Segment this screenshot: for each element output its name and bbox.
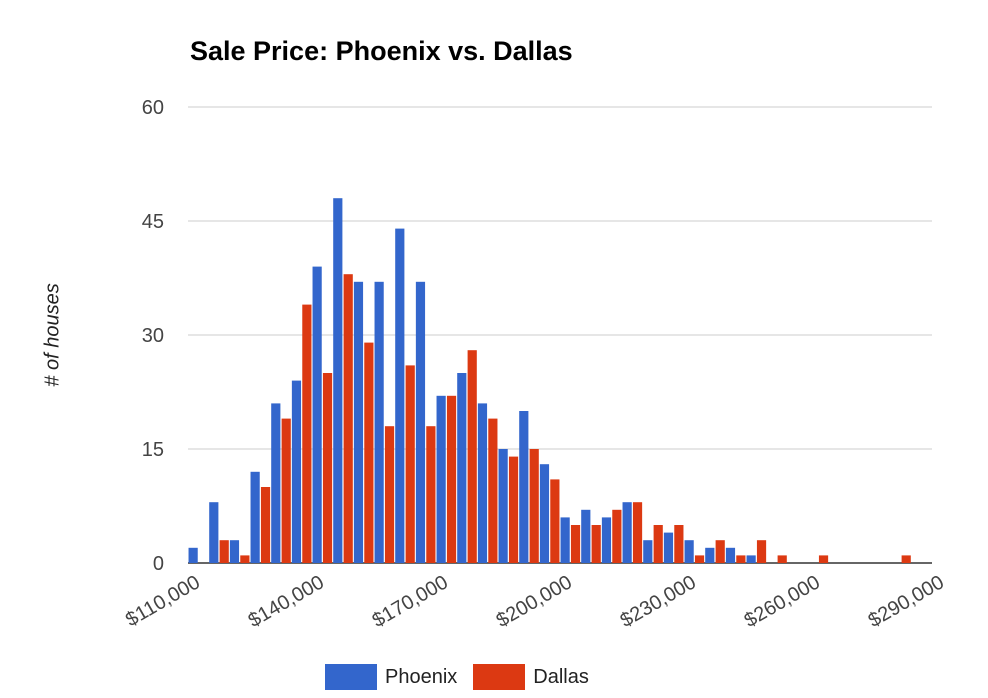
legend-swatch-dallas	[473, 664, 526, 690]
bar-dallas	[488, 418, 498, 563]
y-tick-label: 30	[142, 325, 164, 347]
bar-phoenix	[477, 403, 488, 563]
bar-dallas	[529, 449, 539, 563]
legend: Phoenix Dallas	[325, 664, 605, 690]
bar-dallas	[302, 304, 312, 563]
bar-phoenix	[250, 471, 260, 563]
x-tick-label: $140,000	[245, 571, 328, 632]
bar-dallas	[736, 555, 746, 563]
y-tick-label: 15	[142, 439, 164, 461]
x-tick-label: $200,000	[493, 571, 576, 632]
bar-dallas	[384, 426, 395, 563]
x-tick-label: $290,000	[865, 571, 948, 632]
bar-phoenix	[271, 403, 281, 563]
bar-phoenix	[188, 547, 198, 563]
chart-plot: 0 15 30 45 60 $110,000 $140,000 $170,000 $200,00…	[122, 97, 948, 632]
bar-dallas	[260, 487, 271, 563]
bar-phoenix	[622, 502, 632, 563]
bar-phoenix	[643, 540, 653, 563]
bar-dallas	[756, 540, 767, 563]
bar-phoenix	[601, 517, 612, 563]
x-tick-label: $170,000	[369, 571, 452, 632]
bar-phoenix	[746, 555, 756, 563]
bar-phoenix	[581, 509, 591, 563]
bar-dallas	[550, 479, 560, 563]
bar-dallas	[322, 373, 333, 563]
bar-dallas	[219, 540, 229, 563]
x-tick-label: $260,000	[741, 571, 824, 632]
bar-dallas	[426, 426, 436, 563]
bar-dallas	[777, 555, 787, 563]
y-tick-label: 45	[142, 211, 164, 233]
bar-dallas	[570, 525, 581, 563]
bar-dallas	[281, 418, 291, 563]
x-tick-label: $230,000	[617, 571, 700, 632]
legend-item-phoenix: Phoenix	[325, 664, 457, 690]
bar-phoenix	[395, 228, 405, 563]
bar-dallas	[343, 274, 353, 563]
bar-phoenix	[353, 281, 364, 563]
bar-dallas	[467, 350, 477, 563]
bar-dallas	[674, 525, 684, 563]
bar-phoenix	[498, 449, 508, 563]
bar-phoenix	[415, 281, 426, 563]
bar-dallas	[901, 555, 911, 563]
bar-phoenix	[374, 281, 384, 563]
bar-dallas	[818, 555, 829, 563]
bar-phoenix	[333, 198, 343, 563]
bar-dallas	[405, 365, 415, 563]
y-tick-label: 0	[153, 553, 164, 575]
bar-dallas	[612, 509, 622, 563]
bar-dallas	[508, 456, 519, 563]
y-tick-label: 60	[142, 97, 164, 119]
bar-dallas	[715, 540, 725, 563]
legend-label-phoenix: Phoenix	[385, 665, 458, 688]
bar-dallas	[632, 502, 643, 563]
bar-phoenix	[457, 373, 467, 563]
bar-phoenix	[312, 266, 322, 563]
bar-phoenix	[705, 547, 715, 563]
bar-dallas	[694, 555, 705, 563]
legend-item-dallas: Dallas	[473, 664, 589, 690]
bar-phoenix	[209, 502, 219, 563]
legend-swatch-phoenix	[325, 664, 377, 690]
bar-dallas	[240, 555, 250, 563]
bar-dallas	[653, 525, 663, 563]
bar-phoenix	[229, 540, 240, 563]
bar-phoenix	[539, 464, 550, 563]
chart-title: Sale Price: Phoenix vs. Dallas	[190, 36, 573, 66]
bar-phoenix	[436, 395, 446, 563]
bar-phoenix	[560, 517, 570, 563]
bar-phoenix	[725, 547, 736, 563]
bar-dallas	[446, 395, 457, 563]
legend-label-dallas: Dallas	[533, 665, 589, 688]
bar-dallas	[364, 342, 374, 563]
bar-phoenix	[663, 532, 674, 563]
bar-dallas	[591, 525, 601, 563]
bar-phoenix	[519, 411, 529, 563]
bar-phoenix	[684, 540, 694, 563]
bar-phoenix	[291, 380, 302, 563]
x-tick-label: $110,000	[122, 571, 204, 631]
